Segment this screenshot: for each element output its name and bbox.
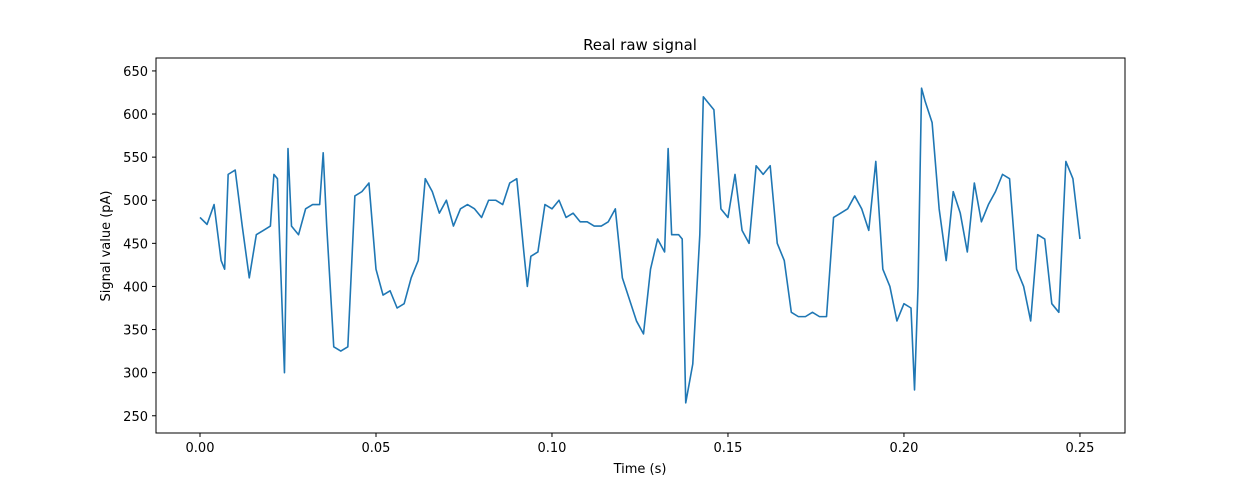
y-tick-label: 500 bbox=[123, 194, 148, 209]
signal-line bbox=[199, 87, 1081, 404]
x-tick-label: 0.05 bbox=[362, 441, 391, 456]
y-tick-label: 600 bbox=[123, 108, 148, 123]
y-tick-label: 450 bbox=[123, 237, 148, 252]
chart-title: Real raw signal bbox=[583, 36, 697, 54]
y-tick-label: 650 bbox=[123, 65, 148, 80]
y-axis-label: Signal value (pA) bbox=[99, 191, 114, 302]
y-tick-label: 550 bbox=[123, 151, 148, 166]
x-tick-label: 0.10 bbox=[538, 441, 567, 456]
x-tick-label: 0.25 bbox=[1065, 441, 1094, 456]
y-tick-label: 300 bbox=[123, 367, 148, 382]
y-tick-label: 400 bbox=[123, 280, 148, 295]
x-axis-label: Time (s) bbox=[613, 462, 667, 477]
plot-frame bbox=[155, 57, 1126, 434]
x-tick-label: 0.00 bbox=[186, 441, 215, 456]
x-tick-label: 0.15 bbox=[713, 441, 742, 456]
y-tick-label: 350 bbox=[123, 324, 148, 339]
y-tick-label: 250 bbox=[123, 410, 148, 425]
x-tick-label: 0.20 bbox=[889, 441, 918, 456]
